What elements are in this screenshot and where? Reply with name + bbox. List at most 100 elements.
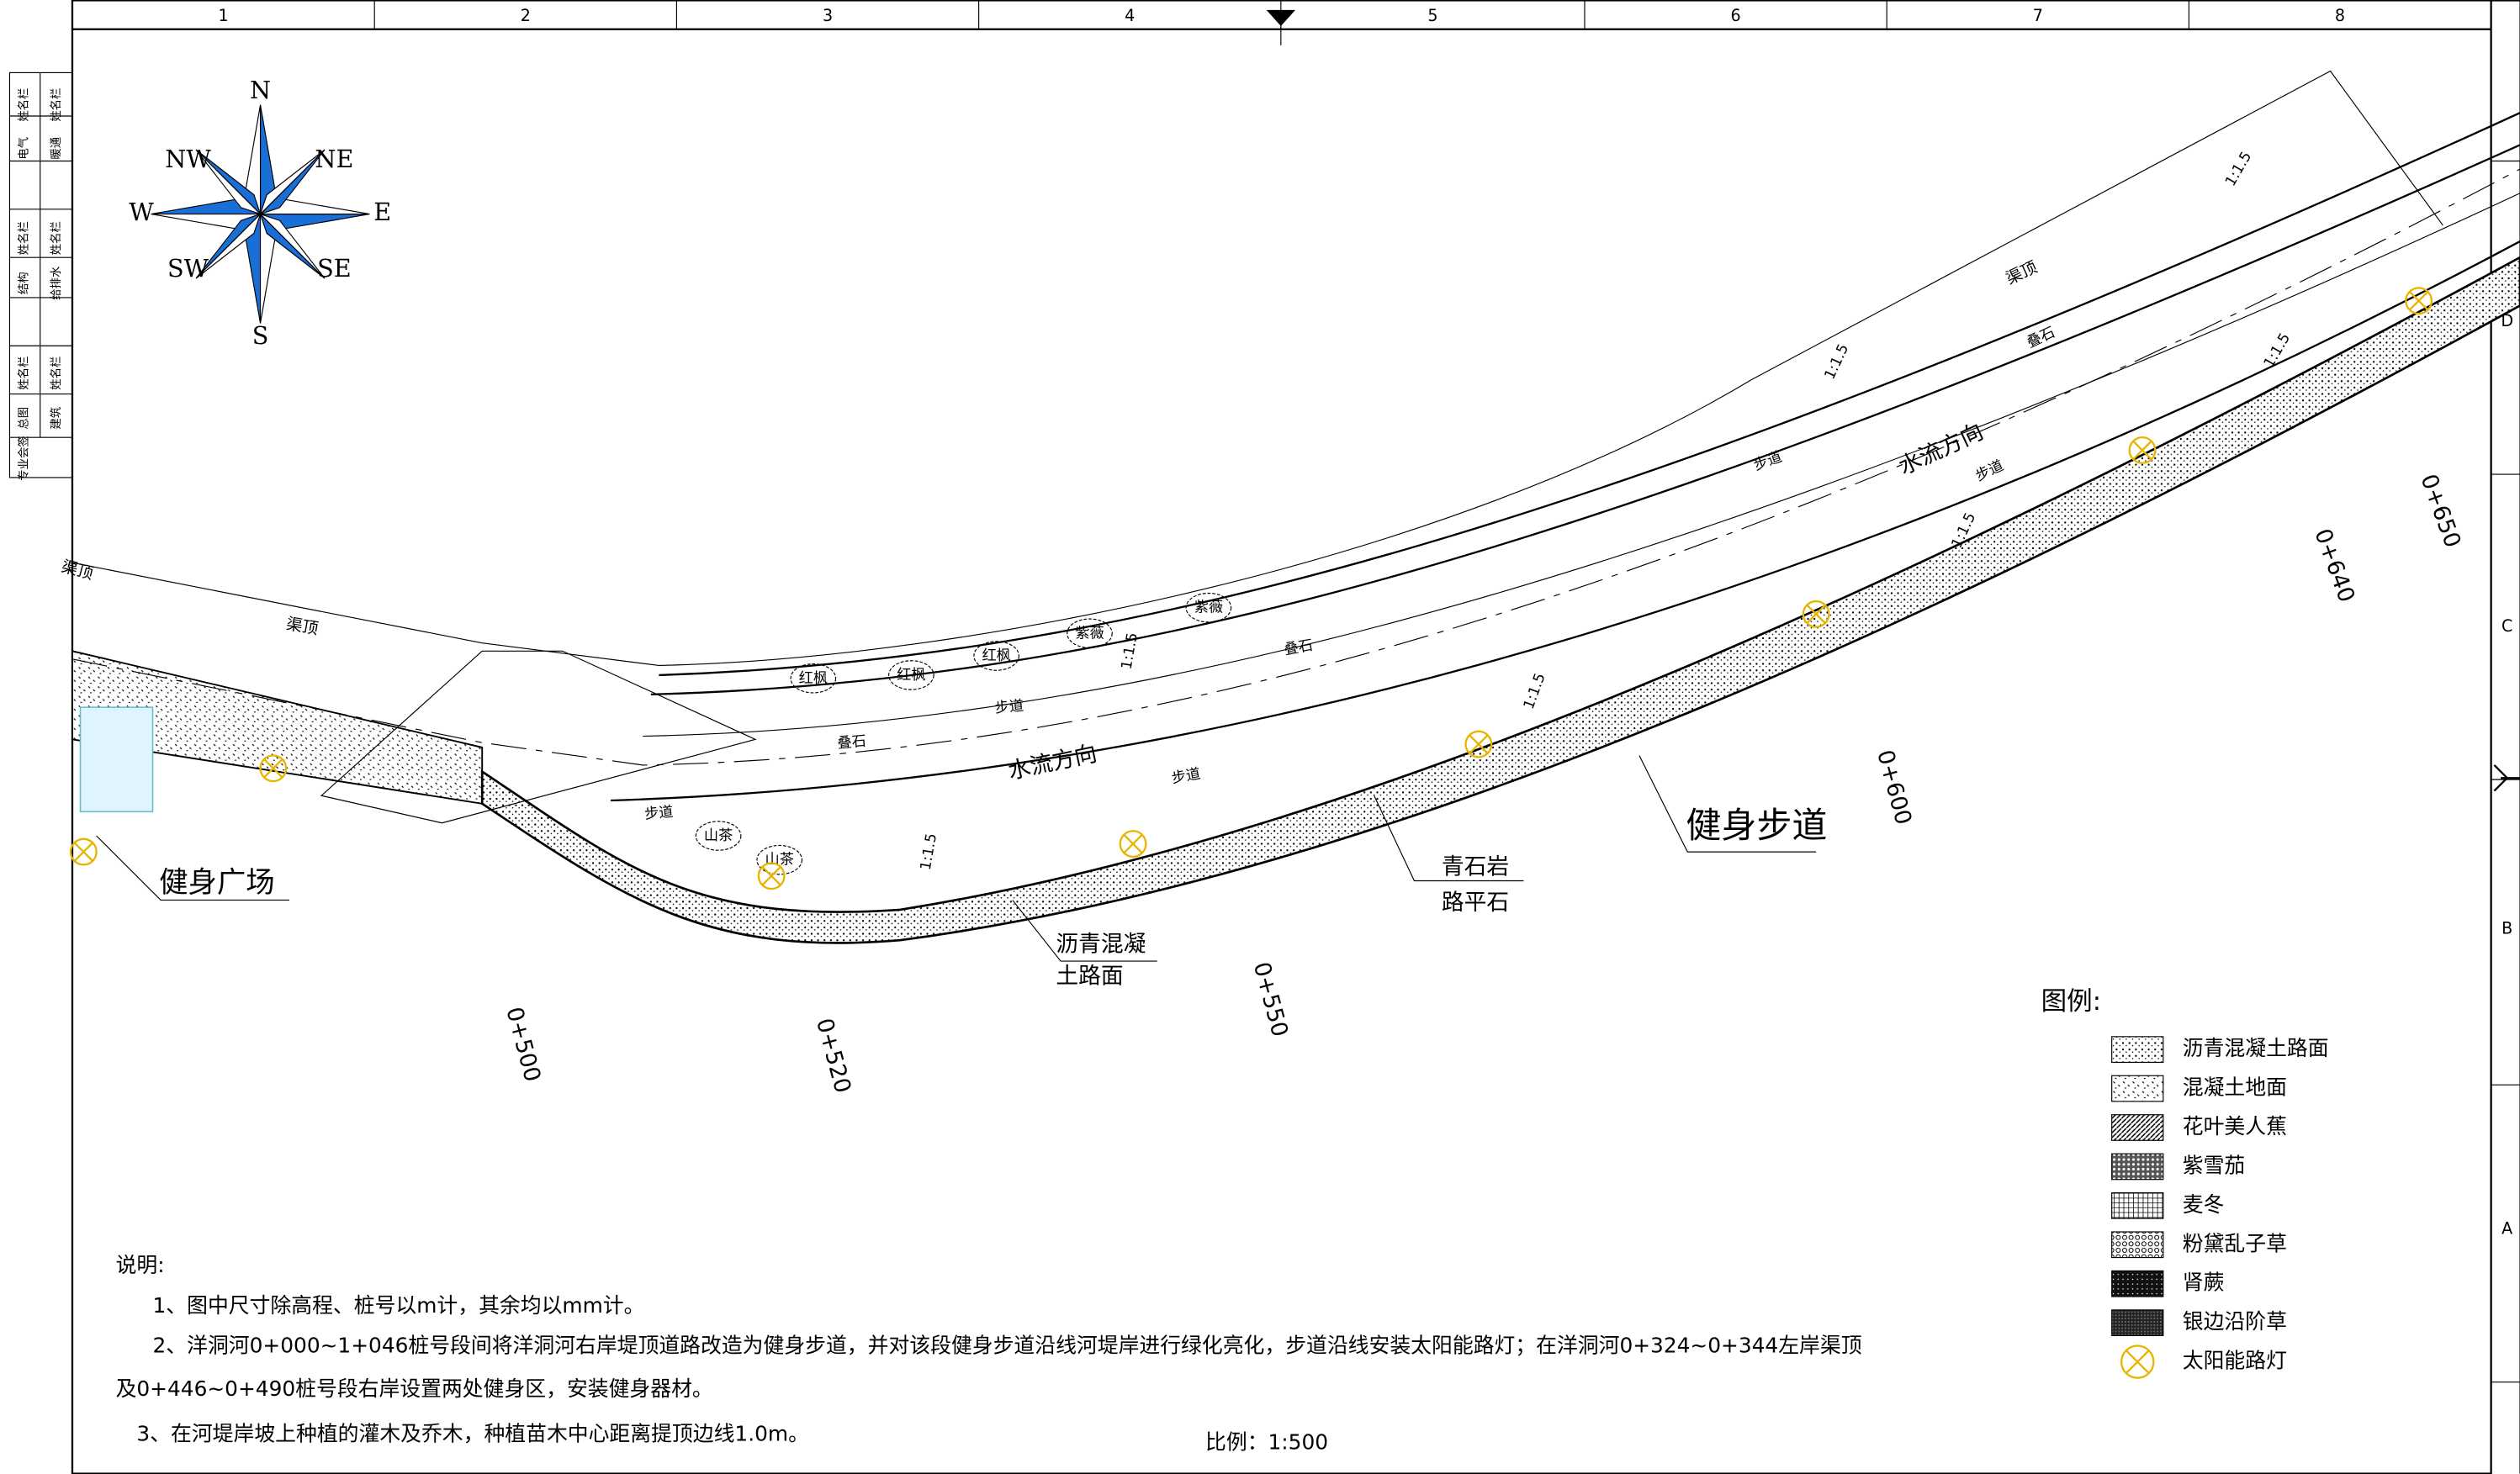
legend-swatch <box>2111 1153 2164 1181</box>
plant-symbol <box>1067 618 1113 649</box>
plant-symbol <box>790 663 837 694</box>
column-number: 5 <box>1427 6 1437 25</box>
plaza-area <box>79 706 154 813</box>
canal-top <box>71 70 2443 667</box>
title-block-text: 姓名栏 <box>50 357 63 390</box>
plan-label: 1:1.5 <box>1521 671 1549 711</box>
compass-label: NE <box>315 145 353 173</box>
plan-label: 1:1.5 <box>2261 330 2294 371</box>
compass-label: S <box>252 321 269 350</box>
solar-lamp <box>1123 834 1143 854</box>
legend-label: 沥青混凝土路面 <box>2183 1036 2329 1060</box>
solar-lamp <box>761 866 781 886</box>
column-number: 7 <box>2033 6 2043 25</box>
column-number: 6 <box>1730 6 1740 25</box>
plan-label: 步道 <box>1170 765 1201 787</box>
note-line: 及0+446~0+490桩号段右岸设置两处健身区，安装健身器材。 <box>116 1376 713 1401</box>
title-block-text: 专业会签 <box>17 436 31 480</box>
leader-line <box>96 835 289 901</box>
walkway <box>480 256 2520 944</box>
legend-swatch <box>2111 1270 2164 1297</box>
plan-label: 叠石 <box>1283 637 1314 659</box>
legend-swatch <box>2111 1036 2164 1063</box>
compass <box>151 104 370 324</box>
title-block-text: 姓名栏 <box>18 88 31 122</box>
solar-lamp <box>2126 1350 2150 1374</box>
compass-label: W <box>129 198 154 226</box>
plan-label: 青石岩 <box>1442 854 1509 880</box>
column-number: 2 <box>521 6 531 25</box>
legend-label: 银边沿阶草 <box>2183 1309 2287 1334</box>
plan-label: 叠石 <box>2025 324 2058 351</box>
plant-symbol <box>973 641 1019 671</box>
plan-label: 0+520 <box>811 1016 855 1096</box>
solar-lamp <box>259 754 288 783</box>
plan-label: 红枫 <box>982 647 1010 664</box>
bank-line <box>643 193 2520 737</box>
plan-label: 0+600 <box>1871 748 1916 827</box>
legend-swatch <box>2111 1231 2164 1259</box>
plan-label: 土路面 <box>1056 964 1123 990</box>
solar-lamp <box>73 842 93 862</box>
compass-label: E <box>373 198 391 226</box>
title-block-text: 姓名栏 <box>50 221 63 255</box>
bank-line <box>659 112 2520 677</box>
plan-label: 步道 <box>994 698 1024 717</box>
column-number: 3 <box>823 6 833 25</box>
plan-label: 渠顶 <box>2003 257 2040 288</box>
scale: 比例：1:500 <box>1205 1429 1328 1454</box>
plan-label: 1:1.5 <box>2222 149 2255 189</box>
plan-label: 渠顶 <box>285 614 320 638</box>
row-letter: D <box>2501 311 2513 330</box>
plan-label: 山茶 <box>765 852 794 869</box>
plan-label: 1:1.5 <box>1822 341 1853 382</box>
plant-symbol <box>888 660 934 690</box>
plan-label: 健身步道 <box>1686 805 1827 846</box>
plan-label: 步道 <box>1973 457 2007 485</box>
title-block-text: 姓名栏 <box>50 88 63 122</box>
notes-title: 说明: <box>116 1253 165 1277</box>
title-block-text: 电气 <box>18 137 31 160</box>
plan-label: 红枫 <box>897 667 925 684</box>
legend-swatch <box>2111 1191 2164 1219</box>
title-block-text: 总图 <box>18 407 31 430</box>
leader-line <box>1374 795 1524 882</box>
plan-label: 叠石 <box>837 733 867 753</box>
leader-line <box>1639 755 1817 853</box>
solar-lamp <box>1802 600 1830 628</box>
plan-label: 渠顶 <box>60 557 96 584</box>
solar-lamp <box>1119 830 1147 858</box>
plan-label: 1:1.5 <box>918 832 940 872</box>
legend-swatch <box>2111 1075 2164 1102</box>
solar-lamp <box>2132 440 2152 460</box>
solar-lamp <box>2120 1345 2155 1379</box>
row-letter: C <box>2501 616 2512 636</box>
plant-symbol <box>695 821 742 851</box>
legend-label: 混凝土地面 <box>2183 1075 2287 1100</box>
title-block-text: 建筑 <box>50 407 63 430</box>
plan-label: 0+500 <box>500 1004 545 1084</box>
legend-label: 紫雪茄 <box>2183 1153 2246 1177</box>
solar-lamp <box>757 862 786 890</box>
plan-label: 健身广场 <box>159 866 275 900</box>
plan-label: 水流方向 <box>1006 741 1099 785</box>
plan-label: 路平石 <box>1442 890 1509 916</box>
note-line: 3、在河堤岸坡上种植的灌木及乔木，种植苗木中心距离提顶边线1.0m。 <box>136 1422 809 1446</box>
column-number: 1 <box>219 6 229 25</box>
legend-title: 图例: <box>2041 987 2101 1017</box>
centerline <box>71 168 2520 766</box>
plant-symbol <box>1185 592 1232 623</box>
plant-symbol <box>756 844 803 875</box>
title-block-text: 结构 <box>18 272 31 294</box>
title-block-text: 姓名栏 <box>18 357 31 390</box>
compass-label: N <box>250 76 271 104</box>
plan-label: 1:1.5 <box>1119 631 1141 671</box>
plan-label: 0+640 <box>2309 526 2359 606</box>
plan-label: 0+550 <box>1248 959 1293 1039</box>
plan-label: 0+650 <box>2415 471 2465 552</box>
solar-lamp <box>1469 734 1489 754</box>
row-letter: B <box>2501 918 2512 938</box>
center-mark <box>2493 764 2520 792</box>
plan-label: 红枫 <box>799 670 828 687</box>
